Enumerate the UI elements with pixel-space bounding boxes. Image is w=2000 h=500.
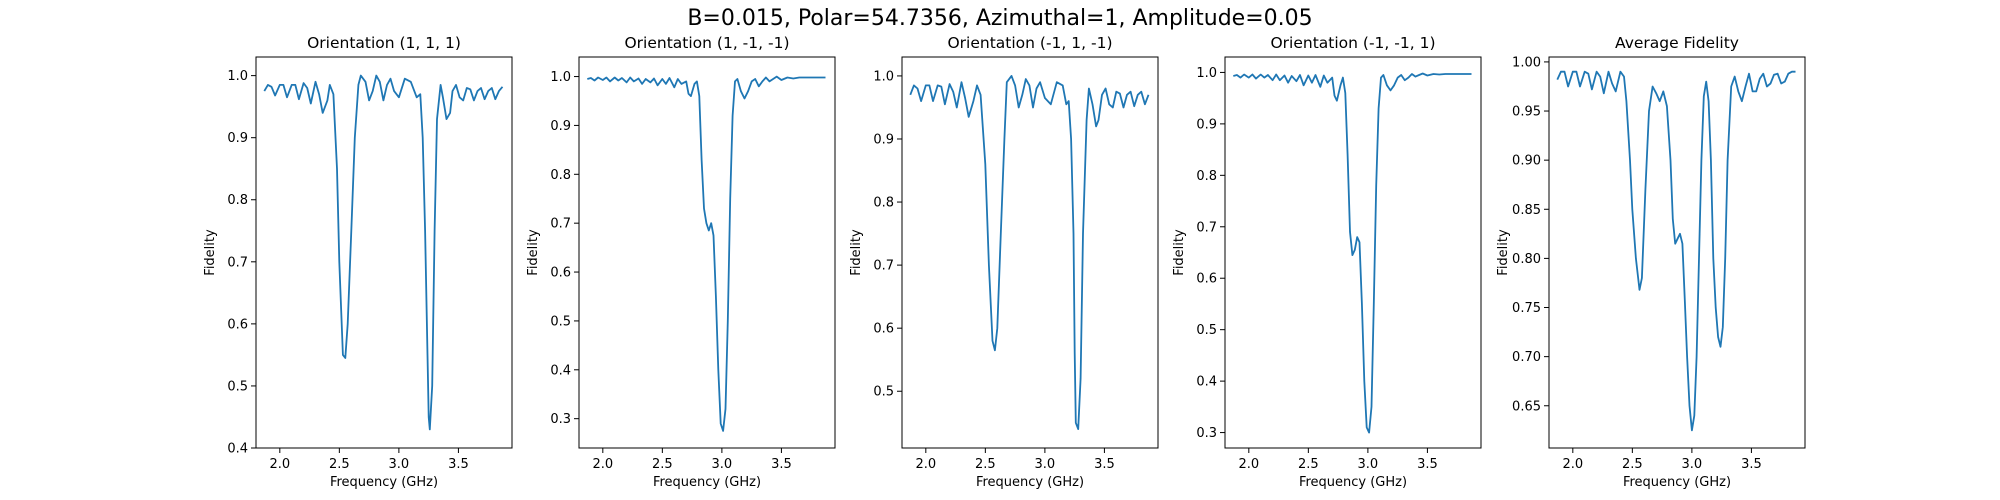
y-tick-label: 0.6	[227, 317, 248, 332]
y-axis-label: Fidelity	[1172, 229, 1187, 276]
y-tick-label: 0.5	[550, 314, 571, 329]
subplot-1: 2.0 2.5 3.0 3.5 0.4 0.5 0.6 0.7 0.8 0.9 1.0 Orienta…	[203, 34, 513, 490]
y-tick-label: 0.8	[227, 193, 248, 208]
x-tick-label: 3.5	[771, 457, 792, 472]
subplot-title: Orientation (-1, -1, 1)	[1270, 34, 1435, 52]
y-axis-label: Fidelity	[849, 229, 864, 276]
y-tick-label: 0.4	[227, 442, 248, 457]
y-tick-label: 0.5	[1196, 323, 1217, 338]
series-line	[587, 75, 826, 432]
y-tick-label: 0.7	[873, 259, 894, 274]
axes-frame	[1224, 56, 1482, 449]
x-tick-label: 2.0	[592, 457, 613, 472]
y-tick-label: 0.9	[1196, 117, 1217, 132]
y-tick-label: 0.65	[1512, 399, 1541, 414]
x-tick-label: 2.0	[1238, 457, 1259, 472]
y-tick-label: 0.8	[873, 196, 894, 211]
x-axis-label: Frequency (GHz)	[653, 475, 761, 490]
y-tick-label: 0.95	[1512, 105, 1541, 120]
y-tick-label: 0.9	[550, 119, 571, 134]
y-tick-label: 1.0	[227, 69, 248, 84]
y-tick-label: 0.8	[550, 168, 571, 183]
x-tick-label: 2.0	[915, 457, 936, 472]
figure-title: B=0.015, Polar=54.7356, Azimuthal=1, Amp…	[687, 6, 1313, 31]
subplot-2: 2.0 2.5 3.0 3.5 0.3 0.4 0.5 0.6 0.7 0.8 0.9 1.0 Orie…	[526, 34, 836, 490]
x-tick-label: 2.0	[1562, 457, 1583, 472]
x-tick-label: 2.5	[975, 457, 996, 472]
y-tick-label: 0.85	[1512, 203, 1541, 218]
y-tick-label: 0.80	[1512, 252, 1541, 267]
x-axis-label: Frequency (GHz)	[1299, 475, 1407, 490]
x-tick-label: 2.5	[652, 457, 673, 472]
x-axis-label: Frequency (GHz)	[1623, 475, 1731, 490]
y-axis-label: Fidelity	[203, 229, 218, 276]
y-tick-label: 0.5	[227, 379, 248, 394]
x-tick-label: 2.0	[269, 457, 290, 472]
x-tick-label: 3.5	[448, 457, 469, 472]
x-tick-label: 2.5	[1622, 457, 1643, 472]
y-tick-label: 0.9	[873, 132, 894, 147]
y-tick-label: 0.4	[550, 363, 571, 378]
x-axis-label: Frequency (GHz)	[976, 475, 1084, 490]
y-axis-label: Fidelity	[1496, 229, 1511, 276]
subplot-title: Orientation (1, -1, -1)	[624, 34, 789, 52]
subplot-4: 2.0 2.5 3.0 3.5 0.3 0.4 0.5 0.6 0.7 0.8 0.9 1.0 Orie…	[1172, 34, 1482, 490]
y-tick-label: 0.3	[550, 412, 571, 427]
y-tick-label: 0.75	[1512, 301, 1541, 316]
y-tick-label: 0.3	[1196, 426, 1217, 441]
y-tick-label: 1.00	[1512, 55, 1541, 70]
y-tick-label: 0.7	[1196, 220, 1217, 235]
x-tick-label: 3.5	[1417, 457, 1438, 472]
y-tick-label: 0.8	[1196, 169, 1217, 184]
x-tick-label: 3.5	[1741, 457, 1762, 472]
axes-frame	[255, 56, 513, 449]
subplot-title: Orientation (1, 1, 1)	[307, 34, 461, 52]
x-tick-label: 3.0	[1035, 457, 1056, 472]
y-axis-label: Fidelity	[526, 229, 541, 276]
y-tick-label: 0.6	[873, 322, 894, 337]
y-tick-label: 0.7	[550, 217, 571, 232]
y-tick-label: 1.0	[873, 69, 894, 84]
subplot-title: Average Fidelity	[1615, 34, 1739, 52]
x-tick-label: 3.0	[1682, 457, 1703, 472]
series-line	[1233, 72, 1472, 434]
y-tick-label: 1.0	[550, 70, 571, 85]
y-tick-label: 1.0	[1196, 66, 1217, 81]
y-tick-label: 0.6	[550, 266, 571, 281]
subplot-3: 2.0 2.5 3.0 3.5 0.5 0.6 0.7 0.8 0.9 1.0 Orientatio…	[849, 34, 1159, 490]
axes-frame	[901, 56, 1159, 449]
x-tick-label: 2.5	[1298, 457, 1319, 472]
y-tick-label: 0.70	[1512, 350, 1541, 365]
subplot-title: Orientation (-1, 1, -1)	[947, 34, 1112, 52]
x-tick-label: 3.0	[1358, 457, 1379, 472]
series-line	[263, 74, 504, 431]
series-line	[909, 75, 1150, 431]
y-tick-label: 0.9	[227, 131, 248, 146]
x-tick-label: 2.5	[329, 457, 350, 472]
y-tick-label: 0.6	[1196, 272, 1217, 287]
y-tick-label: 0.5	[873, 385, 894, 400]
x-tick-label: 3.0	[389, 457, 410, 472]
y-tick-label: 0.7	[227, 255, 248, 270]
x-tick-label: 3.0	[712, 457, 733, 472]
series-line	[1556, 70, 1796, 432]
axes-frame	[578, 56, 836, 449]
x-tick-label: 3.5	[1094, 457, 1115, 472]
y-tick-label: 0.90	[1512, 154, 1541, 169]
axes-frame	[1548, 56, 1806, 449]
subplot-5: 2.0 2.5 3.0 3.5 0.65 0.70 0.75 0.80 0.85 0.90 0.95…	[1496, 34, 1806, 490]
x-axis-label: Frequency (GHz)	[330, 475, 438, 490]
y-tick-label: 0.4	[1196, 375, 1217, 390]
